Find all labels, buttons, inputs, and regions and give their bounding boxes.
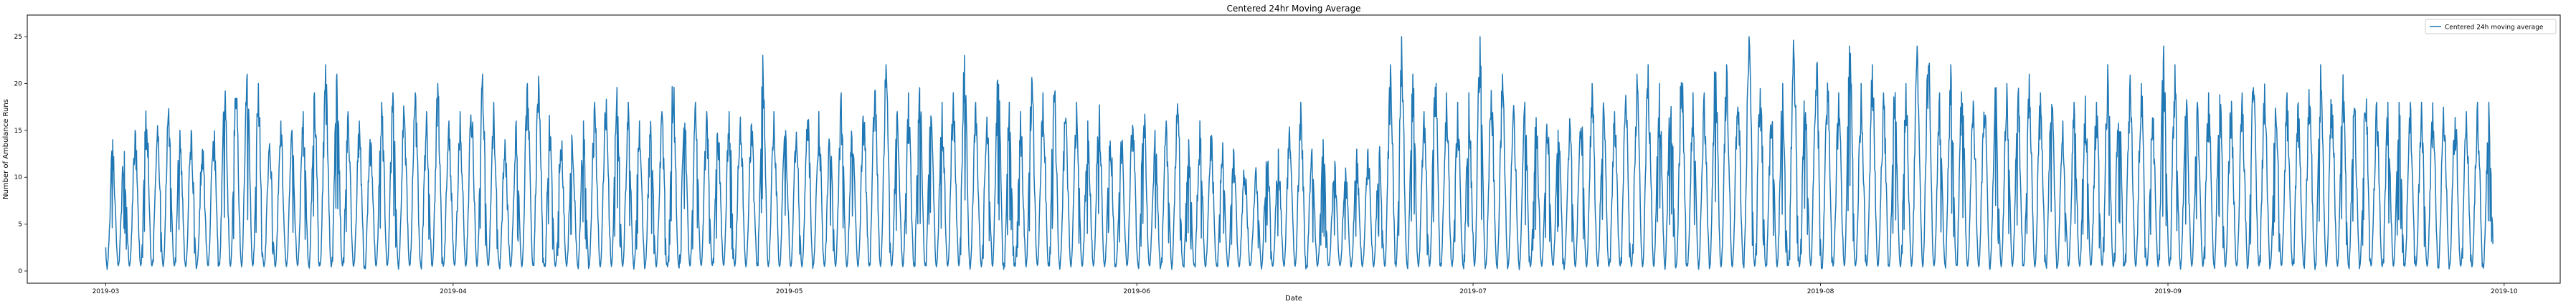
x-axis: 2019-03 2019-04 2019-05 2019-06 2019-07 2019-…	[93, 283, 2518, 295]
y-tick-label: 0	[18, 268, 22, 275]
x-tick-label: 2019-10	[2491, 288, 2518, 295]
x-tick-label: 2019-07	[1459, 288, 1487, 295]
x-tick-label: 2019-03	[93, 288, 120, 295]
y-axis-label: Number of Ambulance Runs	[2, 99, 10, 199]
x-tick-label: 2019-06	[1123, 288, 1150, 295]
y-tick-label: 5	[18, 222, 22, 229]
y-tick-label: 25	[14, 34, 22, 41]
y-tick-label: 15	[14, 128, 22, 135]
x-tick-label: 2019-08	[1807, 288, 1834, 295]
x-tick-label: 2019-04	[440, 288, 467, 295]
plot-frame	[27, 14, 2561, 284]
x-axis-label: Date	[1285, 295, 1302, 303]
x-tick-label: 2019-05	[776, 288, 803, 295]
y-axis: 0 5 10 15 20 25	[14, 34, 27, 275]
x-tick-label: 2019-09	[2154, 288, 2182, 295]
y-tick-label: 20	[14, 80, 23, 87]
series-layer	[105, 36, 2494, 270]
legend-label: Centered 24h moving average	[2445, 24, 2544, 32]
chart-title: Centered 24hr Moving Average	[1226, 4, 1360, 14]
y-tick-label: 10	[14, 174, 23, 181]
series-line	[105, 36, 2494, 270]
legend-box	[2425, 19, 2557, 34]
legend: Centered 24h moving average	[2425, 19, 2557, 34]
